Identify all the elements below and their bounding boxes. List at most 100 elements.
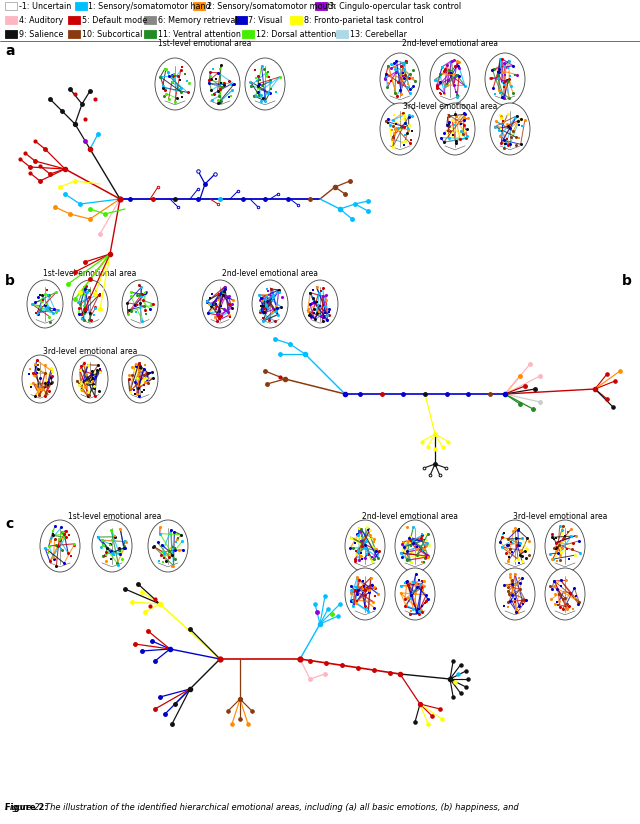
Bar — [172, 546, 174, 548]
Bar — [421, 533, 423, 535]
Ellipse shape — [122, 280, 158, 328]
Bar — [387, 82, 389, 84]
Bar — [163, 551, 164, 554]
Bar — [220, 306, 221, 307]
Bar — [387, 122, 388, 124]
Bar — [158, 560, 160, 562]
Bar — [181, 67, 183, 68]
Bar — [270, 88, 272, 90]
Bar — [504, 143, 506, 145]
Bar — [499, 115, 500, 116]
Bar — [356, 600, 358, 602]
Bar — [566, 531, 568, 533]
Bar — [503, 531, 505, 534]
Bar — [92, 380, 94, 382]
Ellipse shape — [395, 520, 435, 572]
Bar — [355, 550, 356, 552]
Bar — [410, 139, 413, 141]
Bar — [556, 560, 557, 562]
Bar — [452, 134, 454, 137]
Bar — [172, 75, 173, 77]
Bar — [316, 301, 318, 302]
Text: 2nd-level emotional area: 2nd-level emotional area — [362, 512, 458, 521]
Bar — [163, 557, 165, 559]
Bar — [145, 313, 147, 315]
Bar — [35, 311, 36, 314]
Text: 2nd-level emotional area: 2nd-level emotional area — [402, 39, 498, 48]
Bar — [109, 545, 111, 546]
Bar — [113, 554, 115, 555]
Bar — [266, 288, 268, 290]
Bar — [514, 560, 516, 563]
Text: Figure 2:: Figure 2: — [5, 803, 51, 812]
Bar — [502, 533, 504, 536]
Bar — [335, 30, 348, 38]
Ellipse shape — [395, 568, 435, 620]
Bar — [455, 74, 457, 77]
Ellipse shape — [545, 520, 585, 572]
Ellipse shape — [27, 280, 63, 328]
Bar — [141, 391, 143, 393]
Bar — [67, 30, 79, 38]
Bar — [83, 365, 84, 368]
Bar — [254, 68, 256, 71]
Bar — [60, 548, 62, 550]
Bar — [144, 364, 146, 366]
Ellipse shape — [22, 355, 58, 403]
Bar — [28, 373, 30, 375]
Bar — [440, 92, 442, 95]
Bar — [366, 607, 368, 609]
Bar — [267, 71, 269, 73]
Bar — [572, 608, 574, 611]
Bar — [518, 138, 520, 139]
Bar — [506, 138, 508, 140]
Bar — [93, 378, 95, 380]
Bar — [144, 293, 146, 294]
Text: 3rd-level emotional area: 3rd-level emotional area — [43, 347, 137, 356]
Bar — [555, 537, 557, 539]
Bar — [290, 16, 302, 24]
Bar — [36, 372, 38, 374]
Bar — [70, 555, 72, 557]
Bar — [212, 68, 214, 70]
Bar — [275, 305, 276, 307]
Bar — [422, 549, 424, 550]
Bar — [81, 318, 83, 320]
Bar — [394, 66, 396, 68]
Bar — [507, 67, 509, 69]
Bar — [186, 80, 188, 82]
Bar — [421, 561, 423, 563]
Bar — [509, 75, 511, 77]
Bar — [241, 30, 253, 38]
Bar — [209, 297, 211, 299]
Bar — [362, 580, 364, 583]
Bar — [271, 311, 273, 314]
Text: 4: Auditory: 4: Auditory — [19, 16, 63, 25]
Bar — [81, 315, 83, 316]
Bar — [215, 308, 218, 310]
Bar — [68, 534, 70, 536]
Bar — [81, 386, 83, 387]
Bar — [407, 82, 409, 85]
Text: 10: Subcortical: 10: Subcortical — [81, 30, 142, 39]
Bar — [502, 119, 504, 122]
Bar — [464, 129, 466, 132]
Bar — [406, 62, 408, 64]
Bar — [411, 130, 413, 132]
Ellipse shape — [148, 520, 188, 572]
Bar — [30, 383, 32, 385]
Bar — [374, 596, 376, 597]
Ellipse shape — [380, 103, 420, 155]
Bar — [30, 386, 32, 387]
Bar — [417, 548, 419, 550]
Bar — [266, 294, 268, 297]
Bar — [360, 541, 362, 542]
Bar — [132, 389, 135, 391]
Bar — [99, 293, 101, 295]
Bar — [308, 308, 310, 310]
Bar — [514, 598, 516, 600]
Bar — [412, 77, 413, 79]
Bar — [47, 294, 49, 296]
Bar — [504, 86, 506, 88]
Ellipse shape — [430, 53, 470, 105]
